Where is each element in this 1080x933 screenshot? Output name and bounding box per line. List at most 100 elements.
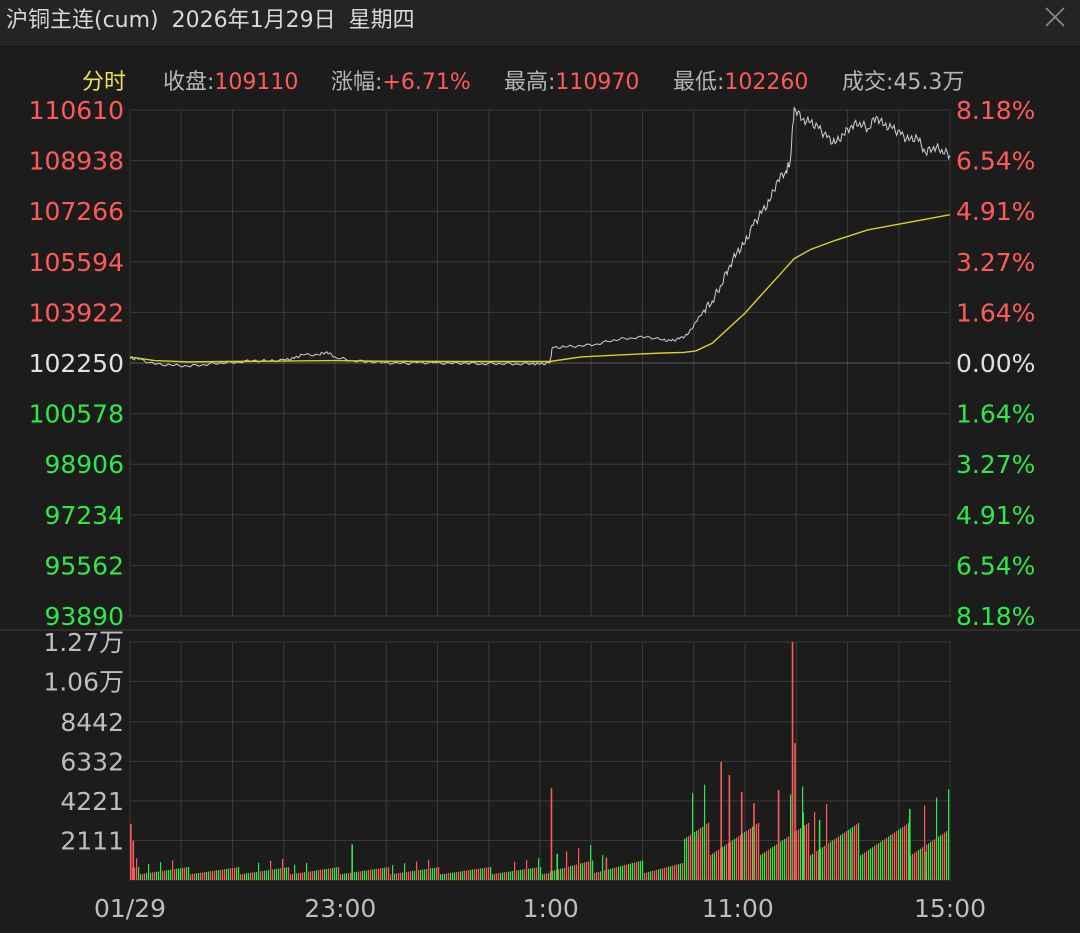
close-icon[interactable] xyxy=(1040,2,1070,32)
volume-bar xyxy=(284,867,286,880)
mode-label[interactable]: 分时 xyxy=(82,70,127,95)
volume-bar xyxy=(524,869,526,880)
volume-bar xyxy=(278,868,280,880)
volume-bar xyxy=(626,864,628,880)
volume-bar xyxy=(204,872,206,880)
volume-bar xyxy=(450,872,452,880)
volume-bar xyxy=(652,870,654,880)
volume-bar xyxy=(224,869,226,880)
volume-bar xyxy=(678,864,680,880)
volume-bar xyxy=(942,833,944,880)
volume-bar xyxy=(166,870,168,880)
volume-bar xyxy=(488,867,490,880)
volume-bar xyxy=(934,839,936,880)
volume-bar xyxy=(154,872,156,880)
volume-value: 45.3万 xyxy=(893,70,965,95)
volume-bar xyxy=(560,868,562,880)
volume-bar xyxy=(290,874,292,880)
close-price-value: 109110 xyxy=(214,70,299,95)
volume-bar xyxy=(676,864,678,880)
volume-bar xyxy=(472,869,474,880)
volume-bar xyxy=(418,870,420,880)
volume-bar xyxy=(432,868,434,880)
volume-bar xyxy=(160,862,162,880)
volume-bar xyxy=(576,864,578,880)
volume-bar xyxy=(478,868,480,880)
volume-bar xyxy=(214,870,216,880)
volume-bar xyxy=(878,843,880,880)
volume-bar xyxy=(308,871,310,880)
volume-bar xyxy=(458,871,460,880)
volume-bar xyxy=(286,867,288,880)
volume-bar xyxy=(424,869,426,880)
volume-bar xyxy=(644,873,646,880)
volume-bar xyxy=(610,868,612,880)
volume-tick-label: 2111 xyxy=(60,826,124,855)
volume-bar xyxy=(318,870,320,880)
volume-bar xyxy=(658,869,660,880)
volume-bar xyxy=(708,822,710,880)
volume-bar xyxy=(242,874,244,880)
volume-bar xyxy=(604,870,606,880)
volume-bar xyxy=(348,873,350,880)
volume-bar xyxy=(404,863,406,880)
title-bar: 沪铜主连(cum) 2026年1月29日 星期四 xyxy=(0,0,1080,47)
volume-bar xyxy=(300,872,302,880)
volume-bar xyxy=(716,850,718,880)
volume-bar xyxy=(152,872,154,880)
y-tick-label-left: 105594 xyxy=(29,248,124,277)
volume-bar xyxy=(180,868,182,880)
volume-spike-bar xyxy=(132,840,135,880)
volume-bar xyxy=(208,871,210,880)
close-price-label: 收盘: xyxy=(163,70,215,95)
volume-bar xyxy=(552,870,554,880)
volume-bar xyxy=(416,861,418,880)
volume-bar xyxy=(170,869,172,880)
volume-bar xyxy=(332,868,334,880)
volume-bar xyxy=(326,868,328,880)
volume-spike-bar xyxy=(130,823,132,880)
volume-bar xyxy=(780,841,782,880)
volume-bar xyxy=(414,870,416,880)
volume-bar xyxy=(176,868,178,880)
volume-bar xyxy=(230,868,232,880)
volume-bar xyxy=(862,854,864,880)
volume-bar xyxy=(484,867,486,880)
volume-bar xyxy=(900,828,902,880)
volume-bar xyxy=(476,869,478,880)
change-percent: 涨幅:+6.71% xyxy=(331,64,471,96)
volume-bar xyxy=(400,872,402,880)
volume-bar xyxy=(742,833,744,880)
volume-bar xyxy=(782,840,784,880)
volume-bar xyxy=(566,851,568,880)
volume-bar xyxy=(692,792,694,880)
volume-bar xyxy=(932,840,934,880)
volume-bar xyxy=(272,869,274,880)
volume-bar xyxy=(196,873,198,880)
volume-bar xyxy=(872,847,874,880)
volume-bar xyxy=(944,832,946,880)
volume-bar xyxy=(856,824,858,880)
volume-tick-label: 1.27万 xyxy=(43,628,124,657)
volume-spike-bar xyxy=(851,833,854,880)
y-tick-label-right: 3.27% xyxy=(956,450,1035,479)
volume-bar xyxy=(904,825,906,880)
volume-bar xyxy=(888,836,890,880)
volume-bar xyxy=(232,868,234,880)
volume-bar xyxy=(824,845,826,880)
volume-bar xyxy=(924,805,926,880)
volume-bar xyxy=(218,870,220,880)
volume-bar xyxy=(490,866,492,880)
volume-bar xyxy=(448,873,450,880)
volume-bar xyxy=(280,868,282,880)
volume-bar xyxy=(744,832,746,880)
volume-bar xyxy=(656,869,658,880)
low-price: 最低:102260 xyxy=(673,64,808,96)
volume-spike-bar xyxy=(794,743,796,880)
volume-bar xyxy=(380,868,382,880)
volume-bar xyxy=(830,841,832,880)
volume-bar xyxy=(798,829,800,880)
volume-bar xyxy=(444,873,446,880)
volume-bar xyxy=(814,812,816,880)
